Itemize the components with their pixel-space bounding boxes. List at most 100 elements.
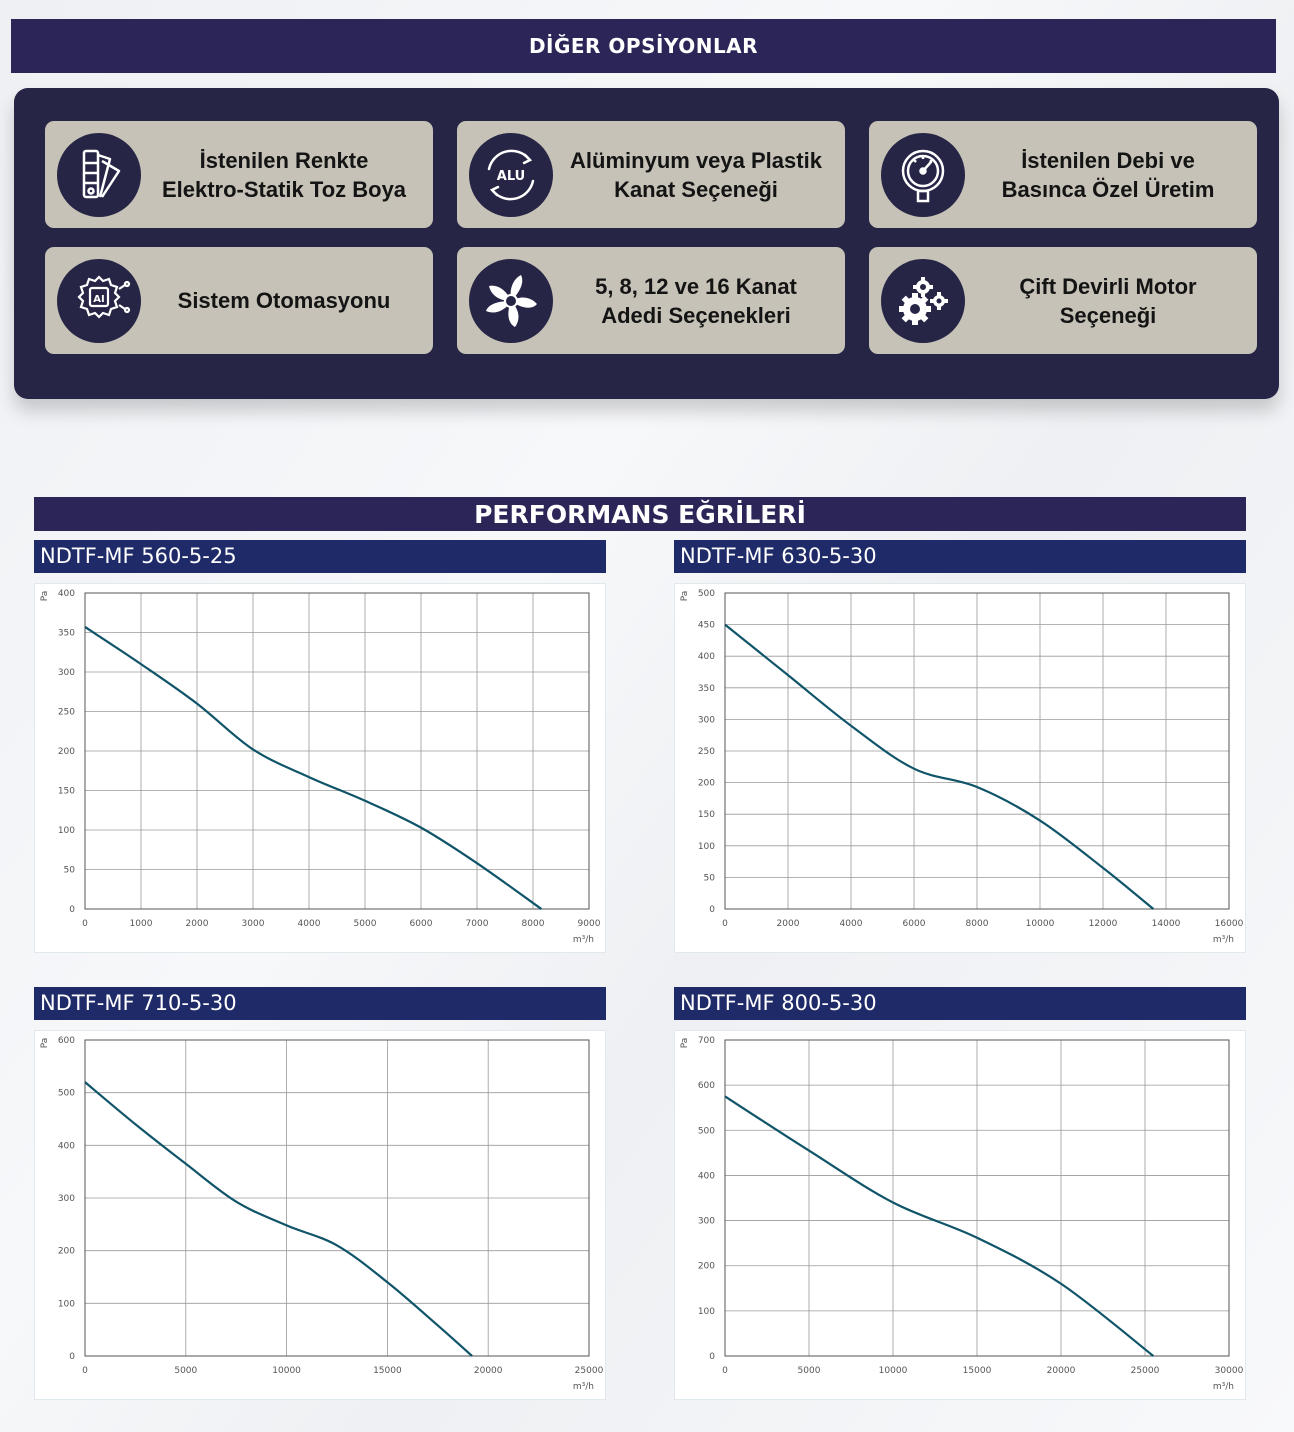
- y-tick-label: 300: [58, 1194, 75, 1204]
- y-tick-label: 250: [58, 708, 75, 718]
- y-tick-label: 0: [69, 1352, 75, 1362]
- gears-icon: [881, 259, 965, 343]
- performance-banner: PERFORMANS EĞRİLERİ: [34, 497, 1246, 531]
- y-tick-label: 50: [704, 873, 716, 883]
- x-tick-label: 3000: [242, 919, 265, 929]
- option-card-automation: AI Sistem Otomasyonu: [45, 247, 433, 354]
- x-tick-label: 5000: [798, 1366, 821, 1376]
- chart-block-630: NDTF-MF 630-5-30 0 2000 4000 6000 8000 10000 1…: [674, 540, 1246, 953]
- x-tick-label: 20000: [1047, 1366, 1076, 1376]
- x-tick-label: 10000: [879, 1366, 908, 1376]
- y-tick-label: 100: [698, 1307, 715, 1317]
- performance-curve: [724, 1095, 1155, 1357]
- y-tick-label: 150: [698, 810, 715, 820]
- plot-border: [84, 592, 590, 910]
- y-axis-label: Pa: [680, 591, 690, 602]
- x-tick-label: 6000: [410, 919, 433, 929]
- y-tick-label: 50: [64, 866, 76, 876]
- y-axis-label: Pa: [40, 591, 50, 602]
- x-tick-label: 16000: [1215, 919, 1244, 929]
- options-panel: İstenilen Renkte Elektro-Statik Toz Boya …: [14, 88, 1279, 399]
- option-text: Çift Devirli Motor Seçeneği: [1019, 273, 1197, 328]
- option-text: İstenilen Renkte Elektro-Statik Toz Boya: [161, 147, 407, 202]
- x-tick-label: 20000: [474, 1366, 503, 1376]
- chart-title: NDTF-MF 710-5-30: [34, 987, 606, 1020]
- x-tick-label: 2000: [777, 919, 800, 929]
- chart-frame: 0 5000 10000 15000 20000 25000 30000 0 100 200 300…: [674, 1030, 1246, 1400]
- y-axis-label: Pa: [40, 1038, 50, 1049]
- x-tick-label: 8000: [522, 919, 545, 929]
- y-tick-label: 400: [698, 652, 715, 662]
- x-tick-label: 25000: [1131, 1366, 1160, 1376]
- x-tick-label: 14000: [1152, 919, 1181, 929]
- x-tick-label: 10000: [272, 1366, 301, 1376]
- performance-chart-630: 0 2000 4000 6000 8000 10000 12000 14000 16000 0 50…: [680, 589, 1244, 945]
- color-swatch-icon: [57, 133, 141, 217]
- plot-border: [724, 592, 1230, 910]
- alu-icon: ALU: [469, 133, 553, 217]
- y-axis-label: Pa: [680, 1038, 690, 1049]
- y-tick-label: 700: [698, 1036, 715, 1046]
- x-tick-label: 15000: [373, 1366, 402, 1376]
- x-tick-label: 10000: [1026, 919, 1055, 929]
- chart-block-800: NDTF-MF 800-5-30 0 5000 10000 15000 20000 250…: [674, 987, 1246, 1400]
- svg-text:AI: AI: [93, 294, 104, 305]
- y-tick-label: 300: [698, 1217, 715, 1227]
- option-card-custom-production: İstenilen Debi ve Basınca Özel Üretim: [869, 121, 1257, 228]
- x-tick-label: 8000: [966, 919, 989, 929]
- x-tick-label: 5000: [174, 1366, 197, 1376]
- plot-border: [84, 1039, 590, 1357]
- x-axis-label: m³/h: [573, 1382, 594, 1392]
- x-tick-label: 0: [82, 919, 88, 929]
- y-tick-label: 200: [698, 779, 715, 789]
- pressure-gauge-icon: [881, 133, 965, 217]
- x-tick-label: 25000: [575, 1366, 604, 1376]
- y-tick-label: 100: [58, 826, 75, 836]
- y-tick-label: 400: [698, 1171, 715, 1181]
- plot-border: [724, 1039, 1230, 1357]
- y-tick-label: 500: [58, 1089, 75, 1099]
- x-axis-label: m³/h: [1213, 935, 1234, 945]
- y-tick-label: 200: [698, 1262, 715, 1272]
- x-tick-label: 7000: [466, 919, 489, 929]
- y-tick-label: 600: [698, 1081, 715, 1091]
- x-tick-label: 0: [722, 1366, 728, 1376]
- x-tick-label: 6000: [903, 919, 926, 929]
- chart-frame: 0 5000 10000 15000 20000 25000 0 100 200 300 400 50…: [34, 1030, 606, 1400]
- ai-chip-gear-icon: AI: [57, 259, 141, 343]
- x-tick-label: 0: [82, 1366, 88, 1376]
- x-axis-label: m³/h: [1213, 1382, 1234, 1392]
- x-tick-label: 30000: [1215, 1366, 1244, 1376]
- x-tick-label: 9000: [578, 919, 601, 929]
- chart-block-710: NDTF-MF 710-5-30 0 5000 10000 15000 20000 250…: [34, 987, 606, 1400]
- performance-curve: [84, 626, 543, 910]
- option-card-blade-material: ALU Alüminyum veya Plastik Kanat Seçeneği: [457, 121, 845, 228]
- chart-frame: 0 1000 2000 3000 4000 5000 6000 7000 8000 9000 0 50…: [34, 583, 606, 953]
- y-tick-label: 600: [58, 1036, 75, 1046]
- fan-blade-icon: [469, 259, 553, 343]
- chart-block-560: NDTF-MF 560-5-25 0 1000 2000 3000 4000 5000 60…: [34, 540, 606, 953]
- chart-title: NDTF-MF 560-5-25: [34, 540, 606, 573]
- option-card-dual-speed-motor: Çift Devirli Motor Seçeneği: [869, 247, 1257, 354]
- y-tick-label: 0: [709, 1352, 715, 1362]
- y-tick-label: 350: [58, 629, 75, 639]
- performance-chart-560: 0 1000 2000 3000 4000 5000 6000 7000 8000 9000 0 50…: [40, 589, 601, 945]
- options-banner: DİĞER OPSİYONLAR: [11, 19, 1276, 73]
- performance-curve: [84, 1081, 473, 1357]
- x-tick-label: 5000: [354, 919, 377, 929]
- y-tick-label: 150: [58, 787, 75, 797]
- x-tick-label: 4000: [298, 919, 321, 929]
- option-text: Sistem Otomasyonu: [177, 288, 391, 313]
- y-tick-label: 100: [58, 1299, 75, 1309]
- option-card-blade-count: 5, 8, 12 ve 16 Kanat Adedi Seçenekleri: [457, 247, 845, 354]
- y-tick-label: 200: [58, 747, 75, 757]
- chart-title: NDTF-MF 630-5-30: [674, 540, 1246, 573]
- performance-chart-710: 0 5000 10000 15000 20000 25000 0 100 200 300 400 50…: [40, 1036, 604, 1392]
- y-tick-label: 400: [58, 1141, 75, 1151]
- x-tick-label: 2000: [186, 919, 209, 929]
- chart-title: NDTF-MF 800-5-30: [674, 987, 1246, 1020]
- y-tick-label: 200: [58, 1247, 75, 1257]
- y-tick-label: 300: [58, 668, 75, 678]
- x-tick-label: 15000: [963, 1366, 992, 1376]
- option-text: Alüminyum veya Plastik Kanat Seçeneği: [570, 147, 822, 202]
